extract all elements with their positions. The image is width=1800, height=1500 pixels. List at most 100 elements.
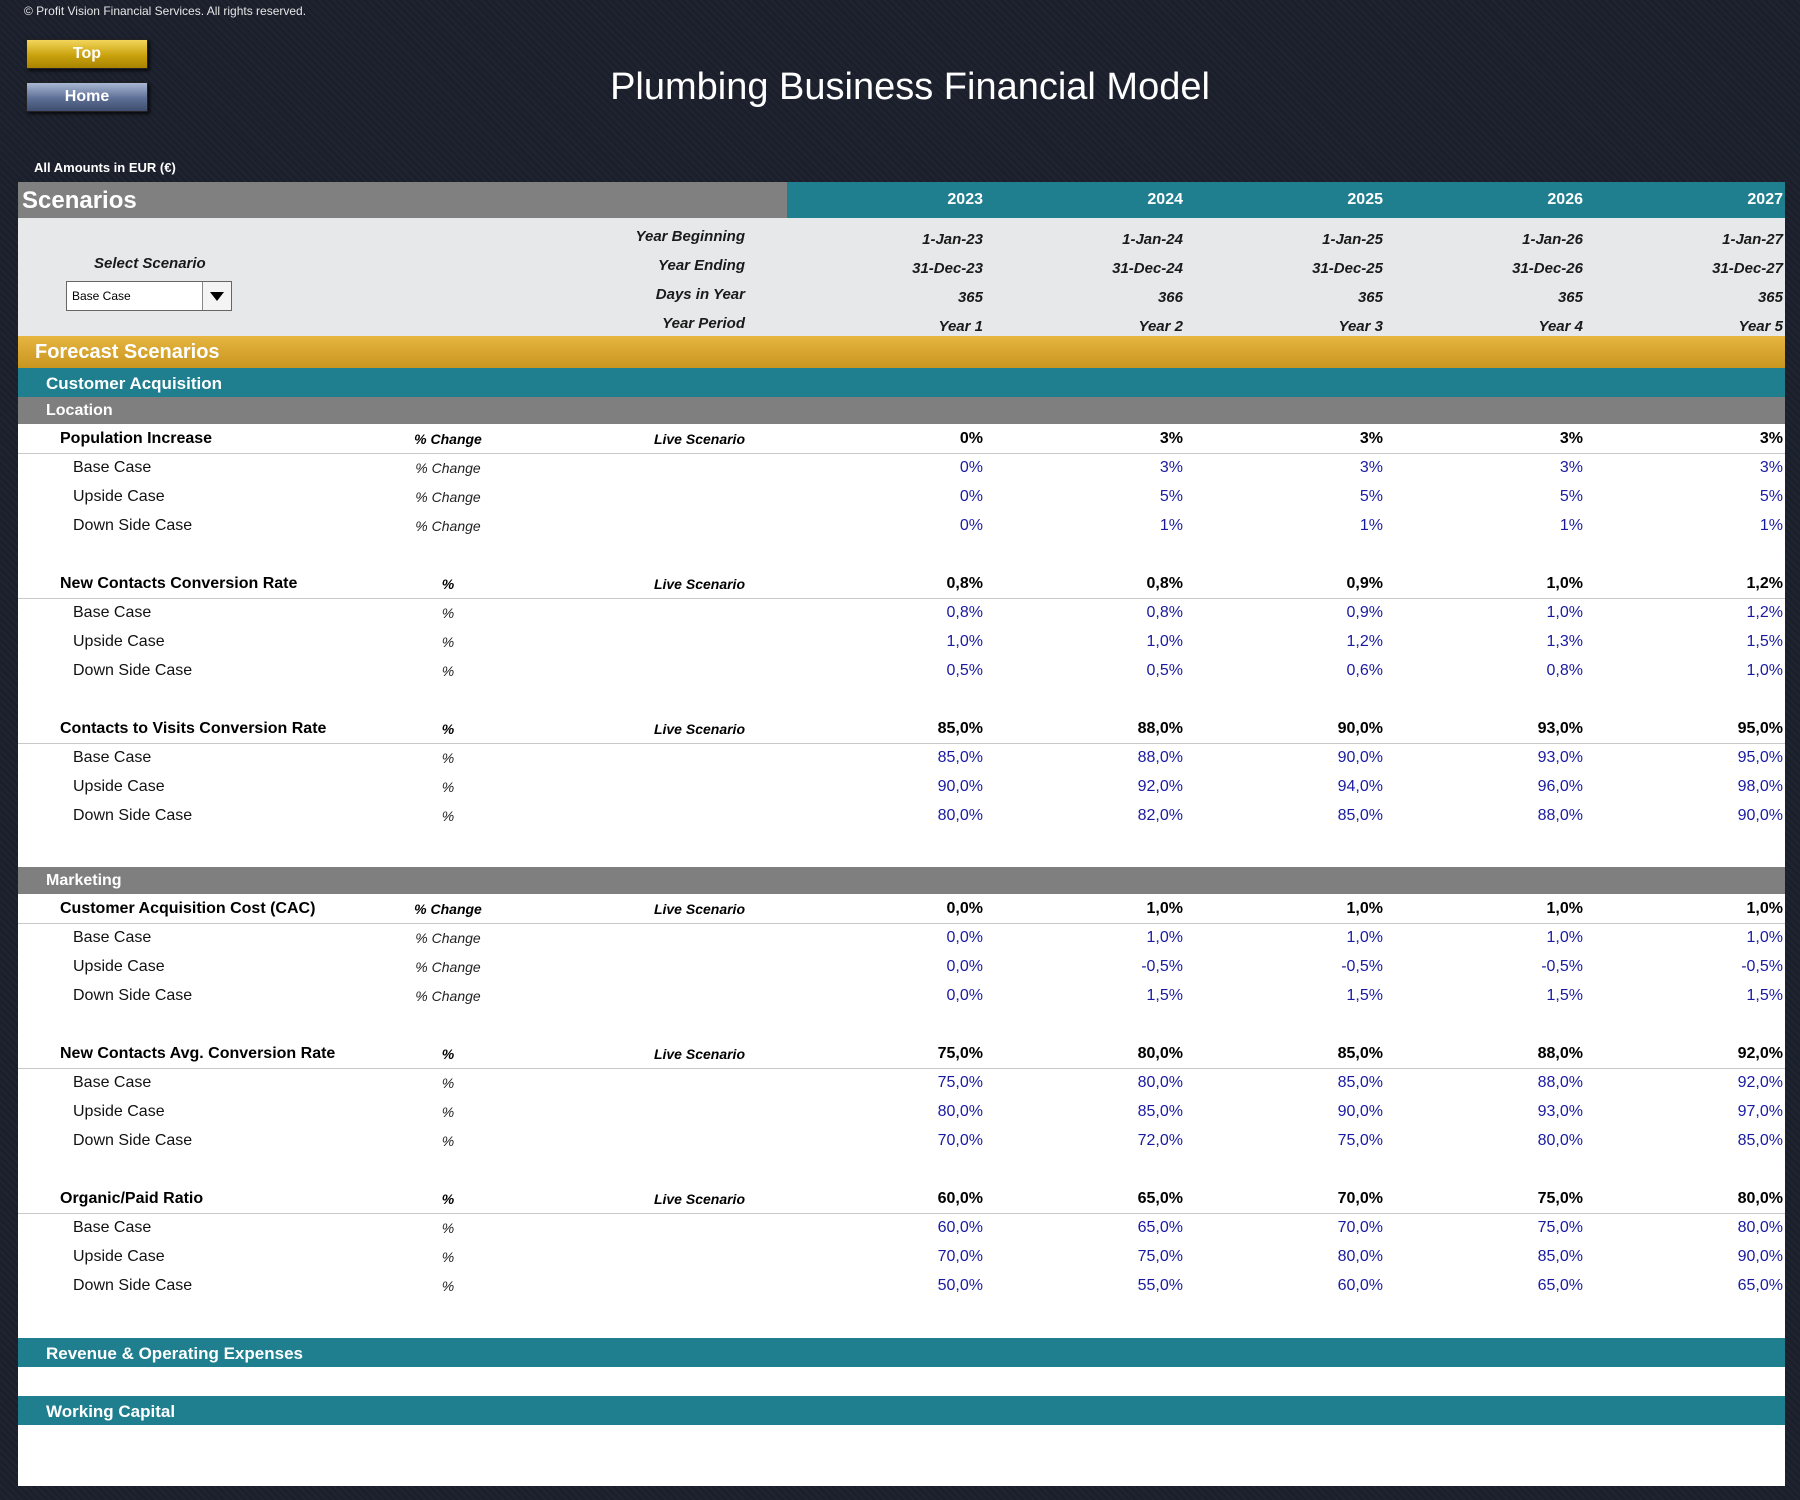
row-value: 92,0% — [1137, 778, 1183, 795]
row-value: 1,5% — [1346, 987, 1383, 1004]
scenario-case-row: Upside Case % Change 0,0% -0,5% -0,5% -0,5% -0… — [18, 952, 1785, 981]
scenario-case-row: Base Case% 0,8% 0,8% 0,9% 1,0% 1,2% — [18, 598, 1785, 627]
row-unit: % Change — [415, 460, 481, 476]
row-value: 80,0% — [1137, 1045, 1183, 1062]
row-value: 3% — [1559, 430, 1583, 447]
row-name: Base Case — [73, 459, 152, 476]
row-value: 0,8% — [1546, 662, 1583, 679]
row-unit: % Change — [414, 431, 482, 447]
scenario-case-row: Base Case% 85,0% 88,0% 90,0% 93,0% 95,0% — [18, 743, 1785, 772]
row-unit: % — [441, 808, 455, 824]
timeline-value: 31-Dec-24 — [1112, 260, 1183, 277]
chevron-down-icon[interactable] — [202, 282, 231, 310]
row-value: 75,0% — [1137, 1248, 1183, 1265]
row-unit: % — [441, 1104, 455, 1120]
working-capital-band: Working Capital — [18, 1396, 1785, 1425]
row-value: 60,0% — [937, 1190, 983, 1207]
row-unit: % Change — [415, 959, 481, 975]
timeline-value: 1-Jan-26 — [1522, 231, 1583, 248]
row-unit: % Change — [415, 518, 481, 534]
row-value: 65,0% — [1537, 1277, 1583, 1294]
row-value: 3% — [1759, 430, 1783, 447]
row-name: Upside Case — [73, 1248, 165, 1265]
row-name: Upside Case — [73, 1103, 165, 1120]
timeline-value: 1-Jan-25 — [1322, 231, 1383, 248]
scenario-select-value: Base Case — [72, 289, 131, 303]
scenario-case-row: Base Case % Change 0,0% 1,0% 1,0% 1,0% 1,0% — [18, 923, 1785, 952]
row-value: 82,0% — [1137, 807, 1183, 824]
row-value: 90,0% — [1337, 1103, 1383, 1120]
row-name: Upside Case — [73, 633, 165, 650]
home-button[interactable]: Home — [26, 82, 148, 112]
scenario-case-row: Base Case% 60,0% 65,0% 70,0% 75,0% 80,0% — [18, 1213, 1785, 1242]
row-value: 5% — [1359, 488, 1383, 505]
row-value: 85,0% — [937, 720, 983, 737]
row-unit: % Change — [415, 489, 481, 505]
row-name: Base Case — [73, 1219, 152, 1236]
row-unit: % Change — [414, 901, 482, 917]
currency-label: All Amounts in EUR (€) — [34, 160, 176, 175]
row-unit: % — [441, 1249, 455, 1265]
row-value: 1% — [1359, 517, 1383, 534]
row-value: 75,0% — [937, 1045, 983, 1062]
row-value: 0,8% — [1146, 575, 1183, 592]
row-value: -0,5% — [1341, 958, 1383, 975]
row-name: Base Case — [73, 604, 152, 621]
row-value: 0,6% — [1346, 662, 1383, 679]
row-value: 1,2% — [1746, 575, 1783, 592]
timeline-value: 31-Dec-23 — [912, 260, 983, 277]
metric-row: Organic/Paid Ratio% Live Scenario 60,0% 65,… — [18, 1184, 1785, 1214]
metric-row: Population Increase % Change Live Scenario… — [18, 424, 1785, 454]
row-value: 3% — [1159, 459, 1183, 476]
row-value: 88,0% — [1537, 1045, 1583, 1062]
scenario-select[interactable]: Base Case — [66, 281, 232, 311]
row-value: 1% — [1559, 517, 1583, 534]
row-value: 60,0% — [1337, 1277, 1383, 1294]
row-value: 88,0% — [1137, 720, 1183, 737]
row-value: 1,0% — [946, 633, 983, 650]
row-name: Customer Acquisition Cost (CAC) — [60, 900, 316, 917]
customer-acquisition-band: Customer Acquisition — [18, 368, 1785, 397]
row-value: 0% — [959, 459, 983, 476]
row-value: 3% — [1759, 459, 1783, 476]
row-value: 75,0% — [937, 1074, 983, 1091]
metric-row: New Contacts Avg. Conversion Rate% Live S… — [18, 1039, 1785, 1069]
row-value: 55,0% — [1137, 1277, 1183, 1294]
scenario-case-row: Down Side Case% 80,0% 82,0% 85,0% 88,0% 90,0% — [18, 801, 1785, 830]
row-value: 1,0% — [1146, 633, 1183, 650]
row-unit: % — [441, 750, 455, 766]
timeline-value: 31-Dec-25 — [1312, 260, 1383, 277]
live-scenario-label: Live Scenario — [653, 431, 745, 447]
row-value: 70,0% — [1337, 1219, 1383, 1236]
row-value: 50,0% — [937, 1277, 983, 1294]
row-name: Upside Case — [73, 488, 165, 505]
timeline-value: Year 5 — [1738, 318, 1783, 335]
row-value: 1,0% — [1146, 900, 1183, 917]
row-value: 80,0% — [1337, 1248, 1383, 1265]
row-unit: % — [441, 1191, 455, 1207]
row-value: 5% — [1759, 488, 1783, 505]
row-value: 88,0% — [1137, 749, 1183, 766]
row-value: 1,3% — [1546, 633, 1583, 650]
live-scenario-label: Live Scenario — [653, 576, 745, 592]
row-value: 94,0% — [1337, 778, 1383, 795]
row-name: Upside Case — [73, 778, 165, 795]
row-value: 1,0% — [1746, 900, 1783, 917]
row-value: 88,0% — [1537, 807, 1583, 824]
year-header: 2024 — [1147, 191, 1183, 208]
row-value: 90,0% — [1737, 807, 1783, 824]
row-value: 80,0% — [937, 1103, 983, 1120]
row-value: 1% — [1759, 517, 1783, 534]
row-value: 85,0% — [1337, 807, 1383, 824]
row-value: 70,0% — [937, 1248, 983, 1265]
timeline-value: 31-Dec-27 — [1712, 260, 1783, 277]
forecast-scenarios-band-label: Forecast Scenarios — [35, 341, 220, 363]
row-value: 1% — [1159, 517, 1183, 534]
row-value: 80,0% — [1737, 1219, 1783, 1236]
timeline-info: Select Scenario Base Case Year Beginning… — [18, 218, 1785, 336]
top-button[interactable]: Top — [26, 39, 148, 69]
scenario-sheet: Scenarios 2023 2024 2025 2026 2027 Select Sc… — [18, 182, 1785, 1486]
row-value: 90,0% — [1737, 1248, 1783, 1265]
row-value: 90,0% — [1337, 749, 1383, 766]
metric-row: Customer Acquisition Cost (CAC) % Change L… — [18, 894, 1785, 924]
